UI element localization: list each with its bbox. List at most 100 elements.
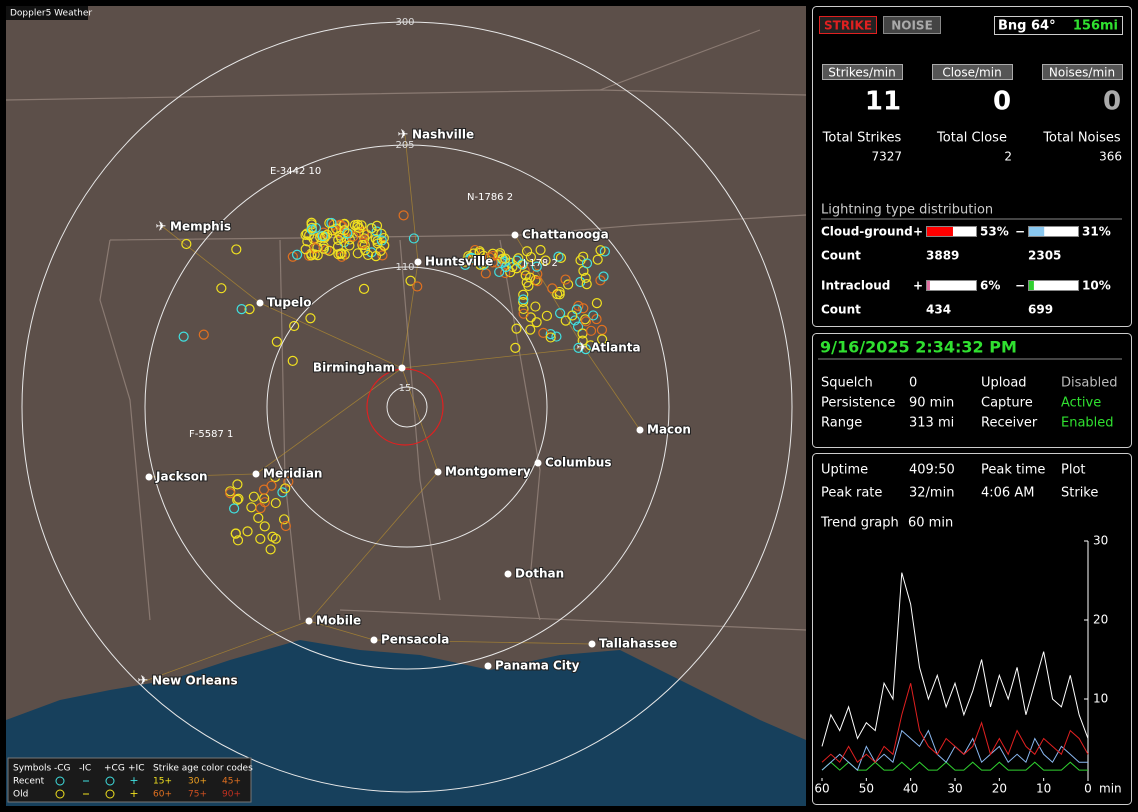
strike bbox=[487, 250, 498, 262]
rate-header-box bbox=[932, 64, 1013, 80]
strike bbox=[232, 535, 244, 546]
city-label: Columbus bbox=[545, 456, 612, 470]
strike bbox=[232, 494, 243, 505]
datetime: 9/16/2025 2:34:32 PM bbox=[820, 338, 1017, 357]
strike bbox=[412, 281, 423, 292]
x-tick-label: 30 bbox=[947, 782, 962, 796]
strike bbox=[259, 497, 270, 508]
city-label: Chattanooga bbox=[522, 228, 609, 242]
city-label: Mobile bbox=[316, 614, 361, 628]
strike bbox=[271, 336, 282, 347]
status-1: 313 mi bbox=[909, 416, 954, 431]
strike bbox=[474, 247, 485, 259]
strike bbox=[317, 230, 328, 242]
city-label: Pensacola bbox=[381, 633, 449, 647]
city-label: Huntsville bbox=[425, 255, 493, 269]
legend-type: -IC bbox=[79, 764, 91, 774]
mode-button-box[interactable] bbox=[819, 16, 877, 34]
strike bbox=[333, 234, 344, 246]
y-tick-label: 20 bbox=[1093, 613, 1108, 627]
info-2: 4:06 AM bbox=[981, 486, 1034, 501]
legend-age: 15+ bbox=[153, 777, 172, 787]
strike bbox=[525, 324, 536, 335]
info-1: 409:50 bbox=[909, 463, 955, 478]
total-label: Total Noises bbox=[1042, 131, 1121, 146]
airport-icon: ✈ bbox=[156, 220, 167, 235]
strike bbox=[289, 320, 300, 332]
city-dot bbox=[511, 231, 519, 239]
range-label: 110 bbox=[395, 262, 414, 273]
count: 3889 bbox=[926, 249, 959, 263]
strike bbox=[538, 327, 549, 338]
bar-track bbox=[1028, 280, 1079, 291]
legend-symbol bbox=[105, 789, 115, 799]
sign: − bbox=[1015, 279, 1025, 293]
strike bbox=[326, 217, 337, 229]
strike bbox=[231, 244, 242, 255]
status-panel bbox=[812, 333, 1132, 448]
strike bbox=[567, 310, 578, 321]
sign: − bbox=[1015, 225, 1025, 239]
strike bbox=[478, 259, 489, 270]
strike bbox=[248, 491, 259, 502]
strike bbox=[597, 334, 608, 345]
city-dot bbox=[256, 299, 264, 307]
strike bbox=[599, 246, 610, 257]
trend-line bbox=[821, 683, 1089, 763]
map-title: Doppler5 Weather bbox=[10, 9, 92, 19]
status-0: Squelch bbox=[821, 376, 873, 391]
trend-span: 60 min bbox=[908, 516, 953, 531]
city-label: New Orleans bbox=[152, 674, 238, 688]
strike bbox=[358, 283, 370, 294]
city-dot bbox=[504, 570, 512, 578]
strike bbox=[487, 257, 498, 268]
strike bbox=[280, 520, 291, 532]
bar bbox=[1029, 227, 1045, 236]
strike bbox=[588, 310, 599, 321]
mode-button[interactable]: STRIKE bbox=[824, 19, 872, 33]
bar-track bbox=[926, 280, 977, 291]
mode-button[interactable]: NOISE bbox=[891, 19, 933, 33]
strike bbox=[531, 261, 542, 272]
mode-button-box[interactable] bbox=[883, 16, 941, 34]
x-tick-label: 40 bbox=[903, 782, 918, 796]
rate-header: Close/min bbox=[942, 66, 1001, 80]
city-dot bbox=[636, 426, 644, 434]
info-1: 32/min bbox=[909, 486, 954, 501]
strike bbox=[585, 340, 596, 351]
legend-symbol: + bbox=[129, 774, 138, 787]
strike-label: F-5587 1 bbox=[189, 429, 233, 440]
strike bbox=[339, 225, 350, 236]
strike bbox=[518, 308, 529, 319]
strike bbox=[342, 228, 353, 239]
strike bbox=[255, 533, 266, 544]
city-dot bbox=[484, 662, 492, 670]
city-label: Macon bbox=[647, 423, 691, 437]
city-dot bbox=[534, 459, 542, 467]
strike bbox=[494, 250, 505, 261]
y-tick-label: 10 bbox=[1093, 692, 1108, 706]
strike bbox=[398, 210, 409, 221]
legend-symbol bbox=[55, 776, 65, 786]
range-label: 300 bbox=[395, 17, 414, 28]
strike bbox=[354, 222, 365, 234]
legend-age: 30+ bbox=[188, 777, 207, 787]
legend-type: +CG bbox=[104, 764, 125, 774]
x-tick-label: 60 bbox=[814, 782, 829, 796]
strike bbox=[258, 484, 270, 495]
legend-symbols: Symbols bbox=[13, 764, 52, 774]
info-panel bbox=[812, 453, 1132, 805]
legend-age: 45+ bbox=[222, 777, 241, 787]
range-label: 205 bbox=[395, 140, 414, 151]
strike bbox=[181, 238, 192, 250]
legend-type: +IC bbox=[128, 764, 144, 774]
legend-age: 75+ bbox=[188, 790, 207, 800]
trend-line bbox=[821, 572, 1089, 747]
distance: 156mi bbox=[1073, 19, 1118, 34]
strike bbox=[305, 313, 316, 324]
strike bbox=[278, 514, 290, 525]
trend-label: Trend graph bbox=[820, 516, 899, 531]
strike bbox=[242, 526, 253, 537]
